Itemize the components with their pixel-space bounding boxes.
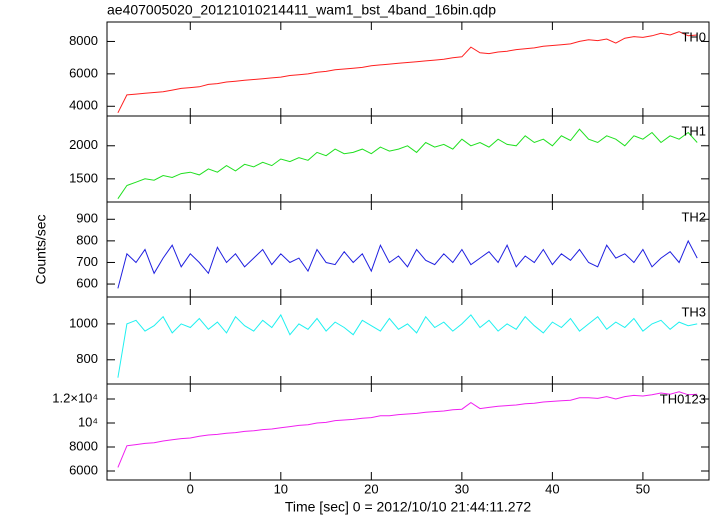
y-tick-label: 6000	[69, 462, 98, 477]
light-curve	[117, 239, 698, 289]
y-tick-label: 8000	[69, 33, 98, 48]
y-tick-label: 8000	[69, 438, 98, 453]
light-curve	[117, 391, 698, 468]
series-label: TH0	[681, 29, 706, 44]
y-tick-label: 600	[76, 275, 98, 290]
x-tick-label: 10	[274, 481, 288, 496]
y-tick-label: 6000	[69, 65, 98, 80]
series-label: TH0123	[660, 391, 706, 406]
light-curve	[117, 31, 698, 114]
series-label: TH2	[681, 209, 706, 224]
y-tick-label: 1000	[69, 315, 98, 330]
y-tick-label: 800	[76, 351, 98, 366]
x-tick-label: 40	[545, 481, 559, 496]
x-tick-label: 20	[364, 481, 378, 496]
y-tick-label: 4000	[69, 98, 98, 113]
y-tick-label: 1500	[69, 170, 98, 185]
y-tick-label: 800	[76, 232, 98, 247]
y-tick-label: 2000	[69, 137, 98, 152]
panel-frame	[106, 296, 710, 385]
x-tick-label: 50	[636, 481, 650, 496]
y-tick-label: 10⁴	[78, 414, 98, 429]
x-tick-label: 0	[187, 481, 194, 496]
y-tick-label: 1.2×10⁴	[52, 390, 98, 405]
light-curve	[117, 313, 698, 378]
panel-frame	[106, 115, 710, 203]
series-label: TH3	[681, 304, 706, 319]
chart-title: ae407005020_20121010214411_wam1_bst_4ban…	[107, 2, 496, 18]
y-tick-label: 700	[76, 254, 98, 269]
x-tick-label: 30	[455, 481, 469, 496]
y-tick-label: 900	[76, 211, 98, 226]
y-axis-label: Counts/sec	[33, 214, 49, 284]
light-curve	[117, 128, 698, 199]
panel-frame	[106, 201, 710, 298]
panel-frame	[106, 383, 710, 481]
x-axis-label: Time [sec] 0 = 2012/10/10 21:44:11.272	[285, 499, 532, 515]
panel-frame	[106, 21, 710, 117]
series-label: TH1	[681, 123, 706, 138]
